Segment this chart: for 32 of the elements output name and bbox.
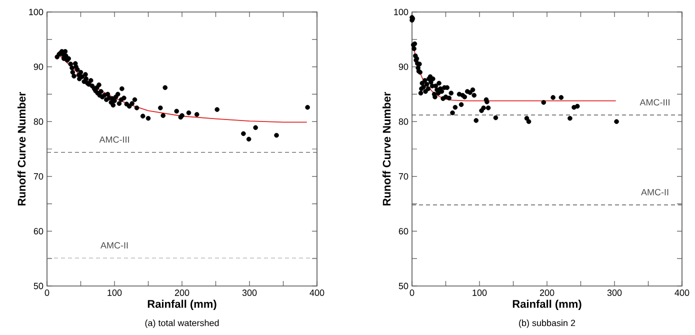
text: (b) subbasin 2 <box>519 320 576 328</box>
x-tick-label: 0 <box>44 290 50 296</box>
x-tick-label: 400 <box>310 290 324 296</box>
x-tick-label: 300 <box>242 290 257 296</box>
x-tick-label: 400 <box>674 290 690 296</box>
y-axis-title: Runoff Curve Number <box>382 92 391 206</box>
y-tick-label: 70 <box>34 173 44 180</box>
y-tick-label: 50 <box>398 282 408 290</box>
x-axis-title: Rainfall (mm) <box>148 300 216 310</box>
x-tick-label: 100 <box>108 290 122 296</box>
y-tick-label: 60 <box>34 228 44 234</box>
y-tick-label: 80 <box>398 118 408 125</box>
y-tick-label: 90 <box>398 64 408 70</box>
y-tick-label: 50 <box>34 282 44 290</box>
ref-line-label: AMC-II <box>100 242 128 249</box>
ref-line-label: AMC-III <box>99 136 129 143</box>
text: (a) total watershed <box>145 320 219 328</box>
x-tick-label: 0 <box>410 290 414 296</box>
y-tick-label: 100 <box>394 8 408 16</box>
y-tick-label: 70 <box>398 173 408 180</box>
x-tick-label: 100 <box>472 290 487 296</box>
y-tick-label: 90 <box>34 64 44 70</box>
x-tick-label: 200 <box>540 290 554 296</box>
x-axis-title: Rainfall (mm) <box>512 300 582 310</box>
y-tick-label: 80 <box>34 118 44 125</box>
ref-line-label: AMC-II <box>641 188 668 196</box>
x-tick-label: 300 <box>607 290 622 296</box>
ref-line-label: AMC-III <box>640 99 670 106</box>
y-axis-title: Runoff Curve Number <box>18 92 26 206</box>
x-tick-label: 200 <box>174 290 190 296</box>
y-tick-label: 60 <box>398 228 408 234</box>
y-tick-label: 100 <box>29 8 44 16</box>
